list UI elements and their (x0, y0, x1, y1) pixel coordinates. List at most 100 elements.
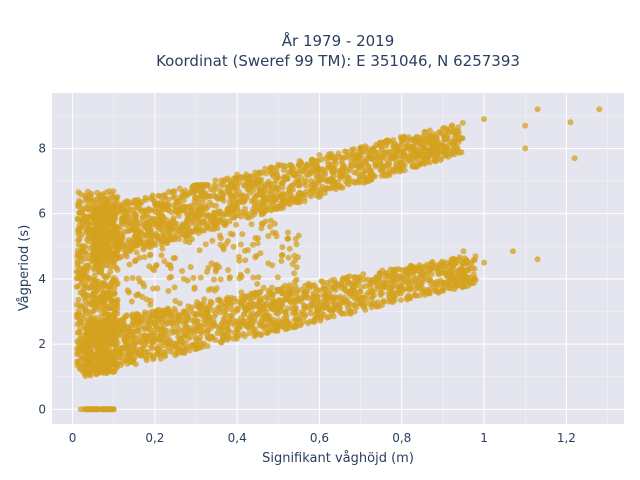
data-point (217, 208, 224, 215)
data-point (275, 161, 282, 168)
data-point (462, 260, 469, 267)
data-point (311, 185, 318, 192)
data-point (373, 303, 380, 310)
data-point (184, 277, 191, 284)
data-point (248, 213, 255, 220)
data-point (320, 166, 327, 173)
data-point (335, 153, 342, 160)
data-point (280, 320, 287, 327)
data-point (90, 302, 97, 308)
data-point (412, 150, 419, 157)
data-point (214, 195, 221, 202)
data-point (370, 147, 377, 154)
data-point (98, 337, 105, 344)
data-point (147, 301, 154, 308)
data-point (90, 243, 97, 250)
data-point (433, 267, 440, 273)
data-point (203, 311, 210, 318)
data-point (425, 147, 432, 154)
data-point (450, 255, 457, 262)
y-tick-label: 6 (38, 207, 46, 221)
data-point (224, 238, 231, 244)
data-point (268, 303, 274, 309)
data-point (383, 149, 390, 156)
data-point (259, 323, 266, 330)
data-point (175, 325, 182, 332)
data-point (94, 286, 101, 293)
data-point (128, 348, 135, 354)
data-point (101, 317, 108, 324)
data-point (213, 285, 220, 292)
data-point (342, 148, 348, 155)
data-point (114, 224, 121, 231)
data-point (355, 274, 362, 281)
data-point (296, 198, 303, 205)
data-point (86, 323, 93, 330)
data-point (313, 157, 320, 164)
data-point (91, 209, 98, 216)
data-point (104, 328, 111, 334)
data-point (113, 252, 120, 259)
data-point (207, 193, 214, 200)
data-point (449, 139, 456, 146)
data-point (177, 345, 184, 352)
data-point (110, 324, 117, 331)
data-point (197, 334, 203, 341)
data-point (131, 210, 138, 217)
data-point (311, 319, 318, 325)
data-point (255, 235, 261, 242)
data-point (133, 249, 140, 256)
data-point (228, 301, 235, 308)
data-point (187, 264, 194, 270)
data-point (230, 243, 237, 250)
data-point (246, 293, 252, 300)
data-point (460, 248, 467, 255)
data-point (277, 205, 284, 212)
data-point (426, 290, 433, 297)
data-point (261, 305, 268, 312)
data-point (398, 159, 405, 166)
data-point (227, 199, 233, 206)
data-point (302, 282, 309, 289)
data-point (351, 146, 357, 153)
data-point (159, 206, 165, 213)
data-point (88, 359, 95, 366)
data-point (439, 287, 446, 294)
data-point (102, 406, 109, 413)
data-point (481, 259, 488, 266)
data-point (411, 276, 418, 283)
data-point (82, 347, 88, 353)
x-tick-label: 0 (69, 431, 77, 445)
data-point (296, 167, 303, 174)
data-point (118, 231, 125, 238)
data-point (450, 145, 457, 152)
data-point (286, 245, 293, 252)
data-point (308, 170, 315, 176)
data-point (169, 327, 176, 334)
data-point (338, 296, 345, 303)
data-point (269, 195, 275, 202)
y-tick-label: 2 (38, 337, 46, 351)
data-point (206, 333, 213, 340)
data-point (356, 155, 363, 162)
data-point (155, 306, 162, 313)
data-point (393, 272, 400, 279)
data-point (128, 298, 135, 305)
data-point (321, 302, 328, 309)
data-point (210, 307, 216, 314)
data-point (152, 209, 159, 215)
data-point (330, 155, 337, 162)
data-point (192, 194, 199, 201)
data-point (227, 230, 234, 237)
data-point (195, 219, 202, 226)
data-point (102, 207, 109, 214)
data-point (161, 258, 168, 265)
data-point (169, 236, 176, 243)
data-point (410, 271, 417, 278)
data-point (148, 237, 155, 244)
data-point (287, 282, 293, 289)
data-point (176, 335, 183, 342)
data-point (416, 140, 423, 147)
data-point (106, 252, 113, 259)
